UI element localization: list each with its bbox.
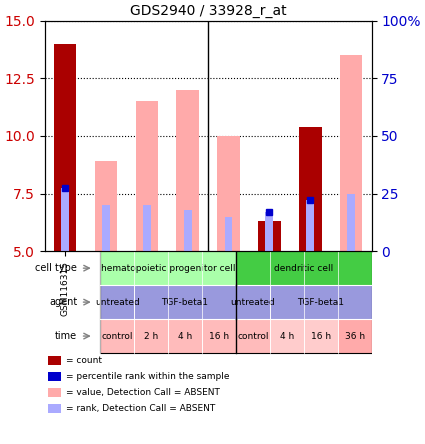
- FancyBboxPatch shape: [168, 319, 202, 353]
- Text: cell type: cell type: [35, 263, 77, 273]
- FancyBboxPatch shape: [100, 285, 134, 319]
- Text: untreated: untreated: [230, 297, 275, 307]
- Bar: [347, 194, 355, 251]
- Text: 4 h: 4 h: [280, 332, 294, 341]
- FancyBboxPatch shape: [134, 319, 168, 353]
- Text: TGF-beta1: TGF-beta1: [297, 297, 344, 307]
- Text: = percentile rank within the sample: = percentile rank within the sample: [66, 372, 230, 381]
- Text: untreated: untreated: [95, 297, 139, 307]
- Bar: [225, 217, 232, 251]
- Text: 4 h: 4 h: [178, 332, 192, 341]
- Bar: [340, 55, 363, 251]
- Bar: [306, 200, 314, 251]
- Bar: [176, 90, 199, 251]
- FancyBboxPatch shape: [270, 319, 304, 353]
- FancyBboxPatch shape: [270, 285, 371, 319]
- Title: GDS2940 / 33928_r_at: GDS2940 / 33928_r_at: [130, 4, 286, 18]
- Text: 36 h: 36 h: [345, 332, 365, 341]
- Bar: [102, 205, 110, 251]
- Text: control: control: [237, 332, 269, 341]
- Text: = value, Detection Call = ABSENT: = value, Detection Call = ABSENT: [66, 388, 220, 397]
- FancyBboxPatch shape: [236, 251, 371, 285]
- Bar: [266, 212, 273, 251]
- Bar: [136, 101, 158, 251]
- Bar: [61, 188, 69, 251]
- FancyBboxPatch shape: [202, 319, 236, 353]
- Text: = count: = count: [66, 356, 102, 365]
- Text: = rank, Detection Call = ABSENT: = rank, Detection Call = ABSENT: [66, 404, 215, 413]
- Bar: [48, 372, 61, 381]
- Text: control: control: [102, 332, 133, 341]
- Text: dendritic cell: dendritic cell: [274, 264, 333, 273]
- FancyBboxPatch shape: [100, 319, 134, 353]
- Bar: [258, 221, 280, 251]
- Text: 16 h: 16 h: [311, 332, 331, 341]
- Text: agent: agent: [49, 297, 77, 307]
- FancyBboxPatch shape: [100, 251, 236, 285]
- Text: 16 h: 16 h: [209, 332, 229, 341]
- Bar: [48, 404, 61, 413]
- Bar: [217, 136, 240, 251]
- FancyBboxPatch shape: [338, 319, 371, 353]
- Text: 2 h: 2 h: [144, 332, 158, 341]
- Bar: [143, 205, 151, 251]
- Text: time: time: [55, 331, 77, 341]
- Bar: [54, 44, 76, 251]
- Bar: [95, 161, 117, 251]
- FancyBboxPatch shape: [134, 285, 236, 319]
- Bar: [48, 388, 61, 397]
- Bar: [48, 356, 61, 365]
- Bar: [184, 210, 192, 251]
- FancyBboxPatch shape: [236, 319, 270, 353]
- Text: TGF-beta1: TGF-beta1: [162, 297, 209, 307]
- FancyBboxPatch shape: [236, 285, 270, 319]
- FancyBboxPatch shape: [304, 319, 338, 353]
- Text: hematopoietic progenitor cell: hematopoietic progenitor cell: [101, 264, 235, 273]
- Bar: [299, 127, 322, 251]
